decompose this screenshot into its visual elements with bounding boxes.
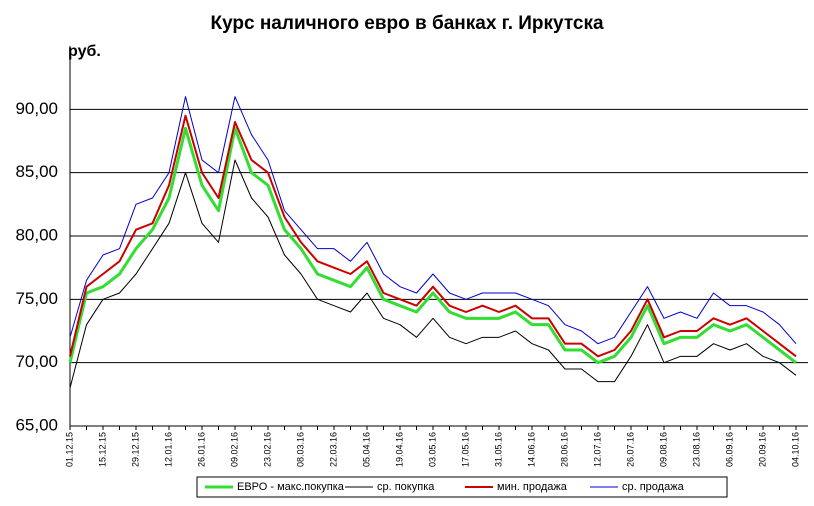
legend-label: ср. продажа <box>622 481 685 493</box>
series-line <box>69 114 797 358</box>
y-tick-label: 65,00 <box>15 415 58 434</box>
chart-title: Курс наличного евро в банках г. Иркутска <box>210 13 603 34</box>
x-tick-label: 04.10.16 <box>790 432 800 467</box>
x-tick-label: 20.09.16 <box>757 432 767 467</box>
x-tick-label: 23.02.16 <box>262 432 272 467</box>
x-tick-label: 01.12.15 <box>64 432 74 467</box>
x-tick-label: 06.09.16 <box>724 432 734 467</box>
x-tick-label: 31.05.16 <box>493 432 503 467</box>
series-line <box>69 96 797 345</box>
x-tick-label: 15.12.15 <box>97 432 107 467</box>
x-tick-label: 28.06.16 <box>559 432 569 467</box>
legend-label: ср. покупка <box>377 481 435 493</box>
legend-label: ЕВРО - макс.покупка <box>237 481 345 493</box>
y-tick-label: 90,00 <box>15 99 58 118</box>
x-tick-label: 05.04.16 <box>361 432 371 467</box>
y-tick-label: 80,00 <box>15 225 58 244</box>
x-tick-label: 03.05.16 <box>427 432 437 467</box>
x-tick-label: 29.12.15 <box>130 432 140 467</box>
y-axis-label: руб. <box>68 43 101 60</box>
y-tick-label: 70,00 <box>15 352 58 371</box>
y-tick-label: 85,00 <box>15 162 58 181</box>
x-tick-label: 17.05.16 <box>460 432 470 467</box>
x-tick-label: 22.03.16 <box>328 432 338 467</box>
x-tick-label: 23.08.16 <box>691 432 701 467</box>
x-tick-label: 09.08.16 <box>658 432 668 467</box>
x-tick-label: 12.07.16 <box>592 432 602 467</box>
legend-label: мин. продажа <box>497 481 568 493</box>
x-tick-label: 26.07.16 <box>625 432 635 467</box>
series-line <box>68 126 797 365</box>
series-line <box>69 159 797 389</box>
x-tick-label: 08.03.16 <box>295 432 305 467</box>
x-tick-label: 14.06.16 <box>526 432 536 467</box>
x-tick-label: 12.01.16 <box>163 432 173 467</box>
y-tick-label: 75,00 <box>15 289 58 308</box>
x-tick-label: 26.01.16 <box>196 432 206 467</box>
legend-box <box>196 476 728 498</box>
x-tick-label: 19.04.16 <box>394 432 404 467</box>
x-tick-label: 09.02.16 <box>229 432 239 467</box>
